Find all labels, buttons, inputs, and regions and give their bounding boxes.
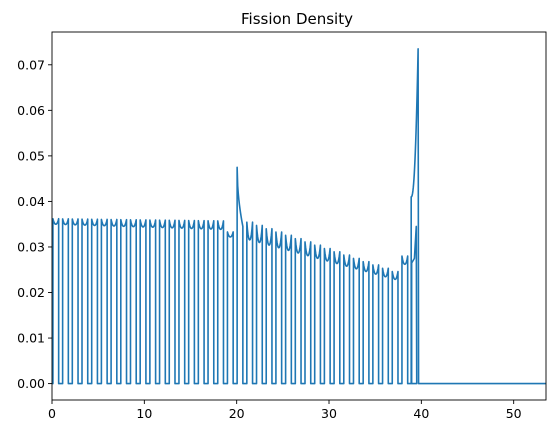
y-tick-label: 0.04	[17, 194, 45, 209]
y-tick-label: 0.07	[17, 57, 45, 72]
x-tick-label: 20	[229, 406, 245, 421]
x-axis: 0 10 20 30 40 50	[48, 400, 522, 421]
plot-area	[51, 31, 547, 401]
y-tick-label: 0.05	[17, 148, 45, 163]
x-tick-label: 40	[413, 406, 429, 421]
y-tick-label: 0.01	[17, 331, 45, 346]
y-tick-label: 0.06	[17, 103, 45, 118]
chart-title: Fission Density	[241, 10, 353, 28]
x-tick-label: 10	[136, 406, 152, 421]
x-tick-label: 0	[48, 406, 56, 421]
series-line-fission-density	[52, 48, 546, 385]
y-tick-label: 0.03	[17, 239, 45, 254]
y-tick-label: 0.00	[17, 376, 45, 391]
plot-background	[52, 32, 546, 400]
x-tick-label: 50	[506, 406, 522, 421]
y-axis: 0.00 0.01 0.02 0.03 0.04 0.05 0.06 0.07	[17, 57, 52, 391]
x-tick-label: 30	[321, 406, 337, 421]
y-tick-label: 0.02	[17, 285, 45, 300]
plot-frame	[51, 31, 547, 401]
